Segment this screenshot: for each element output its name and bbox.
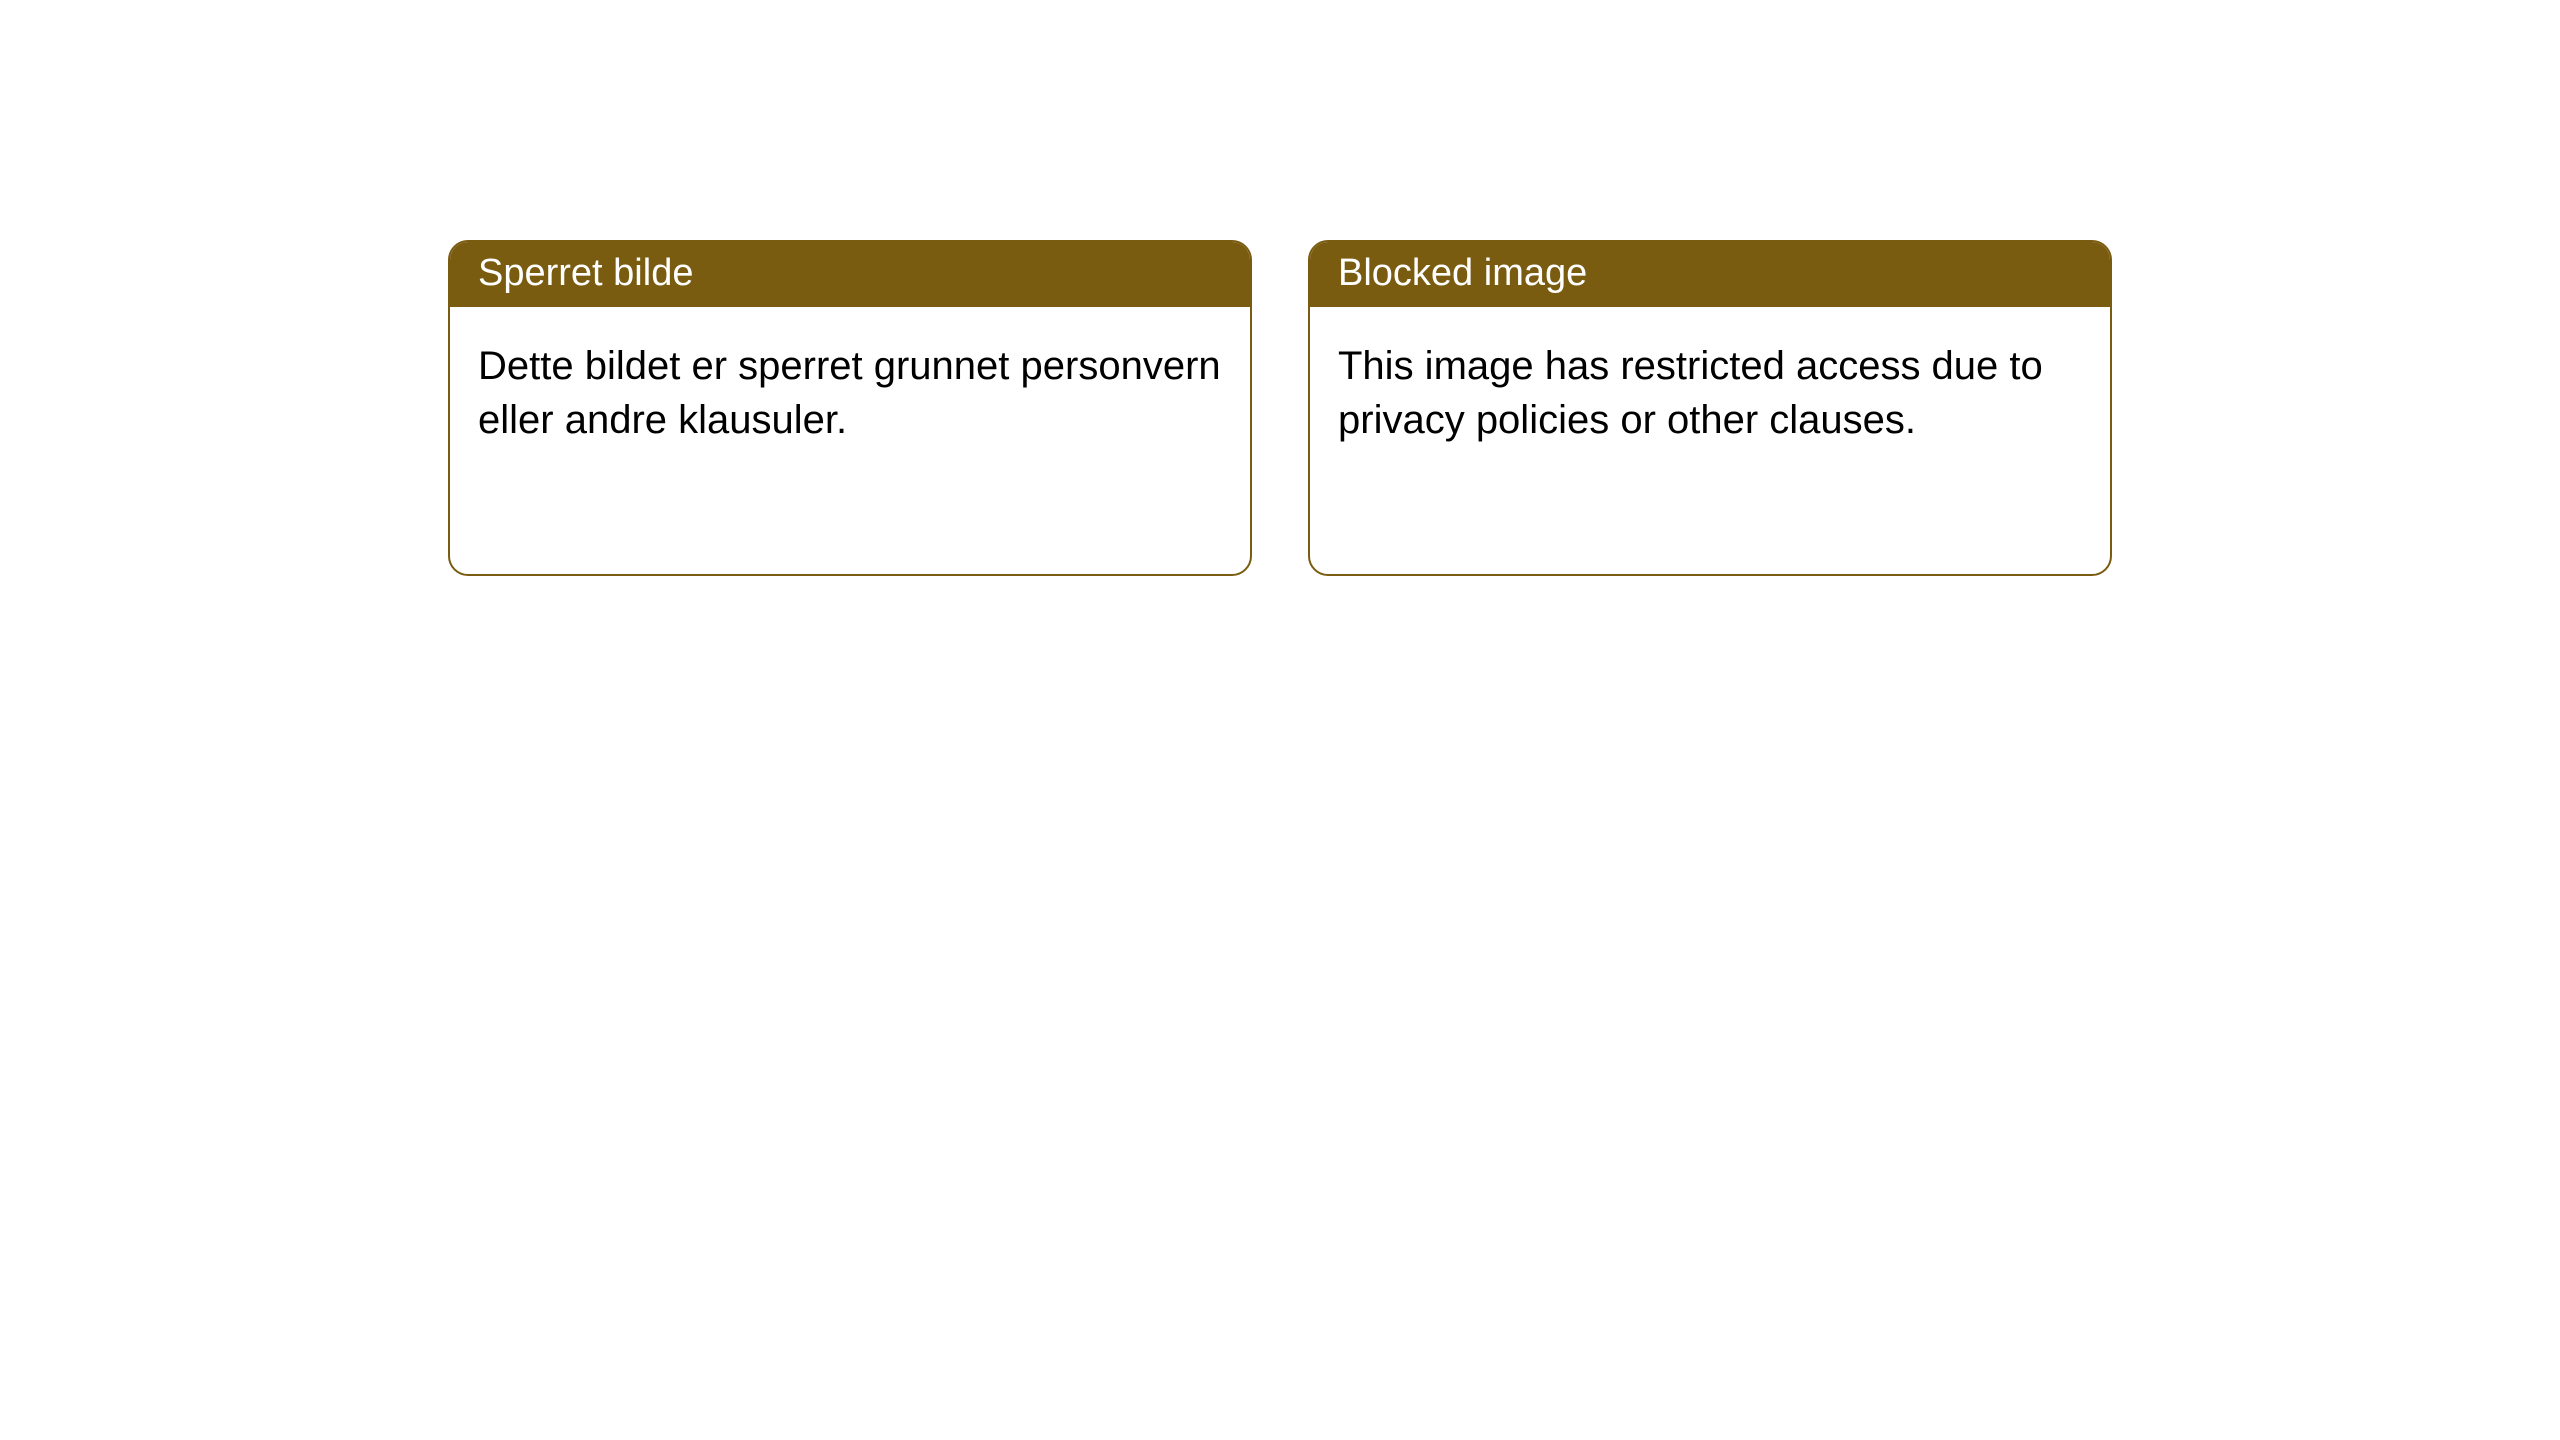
notice-card-english: Blocked image This image has restricted … [1308,240,2112,576]
card-body-text: Dette bildet er sperret grunnet personve… [478,344,1221,442]
card-body: This image has restricted access due to … [1310,307,2110,479]
card-container: Sperret bilde Dette bildet er sperret gr… [448,240,2112,576]
card-header: Blocked image [1310,242,2110,307]
card-body-text: This image has restricted access due to … [1338,344,2043,442]
card-title: Sperret bilde [478,252,693,294]
card-header: Sperret bilde [450,242,1250,307]
card-title: Blocked image [1338,252,1587,294]
notice-card-norwegian: Sperret bilde Dette bildet er sperret gr… [448,240,1252,576]
card-body: Dette bildet er sperret grunnet personve… [450,307,1250,479]
